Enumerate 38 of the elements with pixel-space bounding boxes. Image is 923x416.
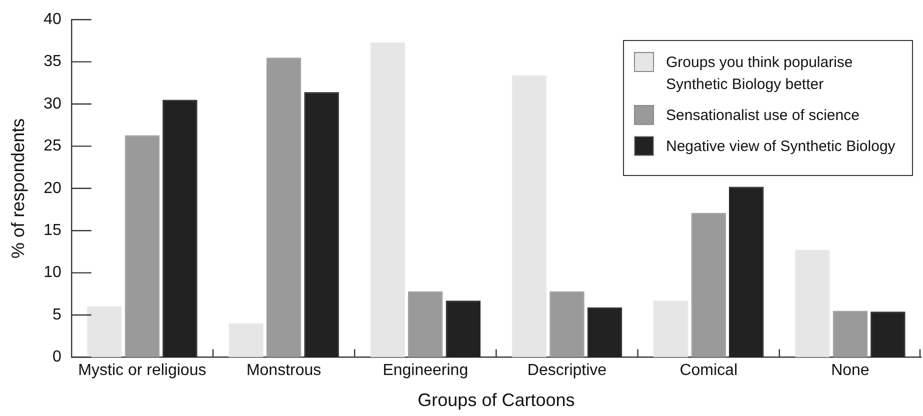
y-tick-label: 20	[44, 180, 62, 197]
bar	[870, 312, 906, 358]
x-tick-label: Mystic or religious	[78, 362, 206, 380]
bar	[87, 306, 122, 358]
bar	[728, 186, 764, 358]
legend-label: Groups you think popularise Synthetic Biology better	[666, 52, 854, 95]
bar	[550, 291, 584, 358]
y-tick-label: 40	[44, 11, 62, 28]
x-tick-label: Comical	[680, 362, 738, 380]
y-tick-label: 10	[44, 264, 62, 282]
x-axis-title: Groups of Cartoons	[418, 390, 575, 410]
bar	[832, 310, 868, 358]
y-tick-label: 5	[52, 306, 62, 324]
x-tick-label: None	[831, 362, 870, 380]
y-tick-label: 0	[52, 348, 62, 366]
bar	[408, 291, 443, 358]
x-tick-label: Monstrous	[246, 362, 322, 380]
bar	[124, 135, 160, 358]
bar	[691, 212, 726, 358]
bar	[162, 100, 198, 358]
x-tick-label: Engineering	[382, 362, 468, 380]
legend-label: Sensationalist use of science	[666, 106, 860, 126]
y-axis-title: % of respondents	[8, 118, 28, 258]
bar	[446, 300, 481, 358]
bar	[653, 300, 688, 358]
bar	[370, 42, 406, 358]
bar	[795, 250, 830, 358]
x-tick-label: Descriptive	[527, 362, 607, 380]
y-tick-label: 15	[44, 222, 62, 240]
bar	[304, 92, 339, 358]
y-tick-label: 25	[44, 138, 62, 155]
bar	[228, 323, 264, 358]
y-tick-label: 35	[44, 53, 62, 70]
bar	[587, 307, 622, 358]
bar	[266, 58, 302, 358]
legend-label: Negative view of Synthetic Biology	[666, 136, 896, 157]
y-tick-label: 30	[44, 95, 62, 112]
bar	[512, 75, 547, 358]
